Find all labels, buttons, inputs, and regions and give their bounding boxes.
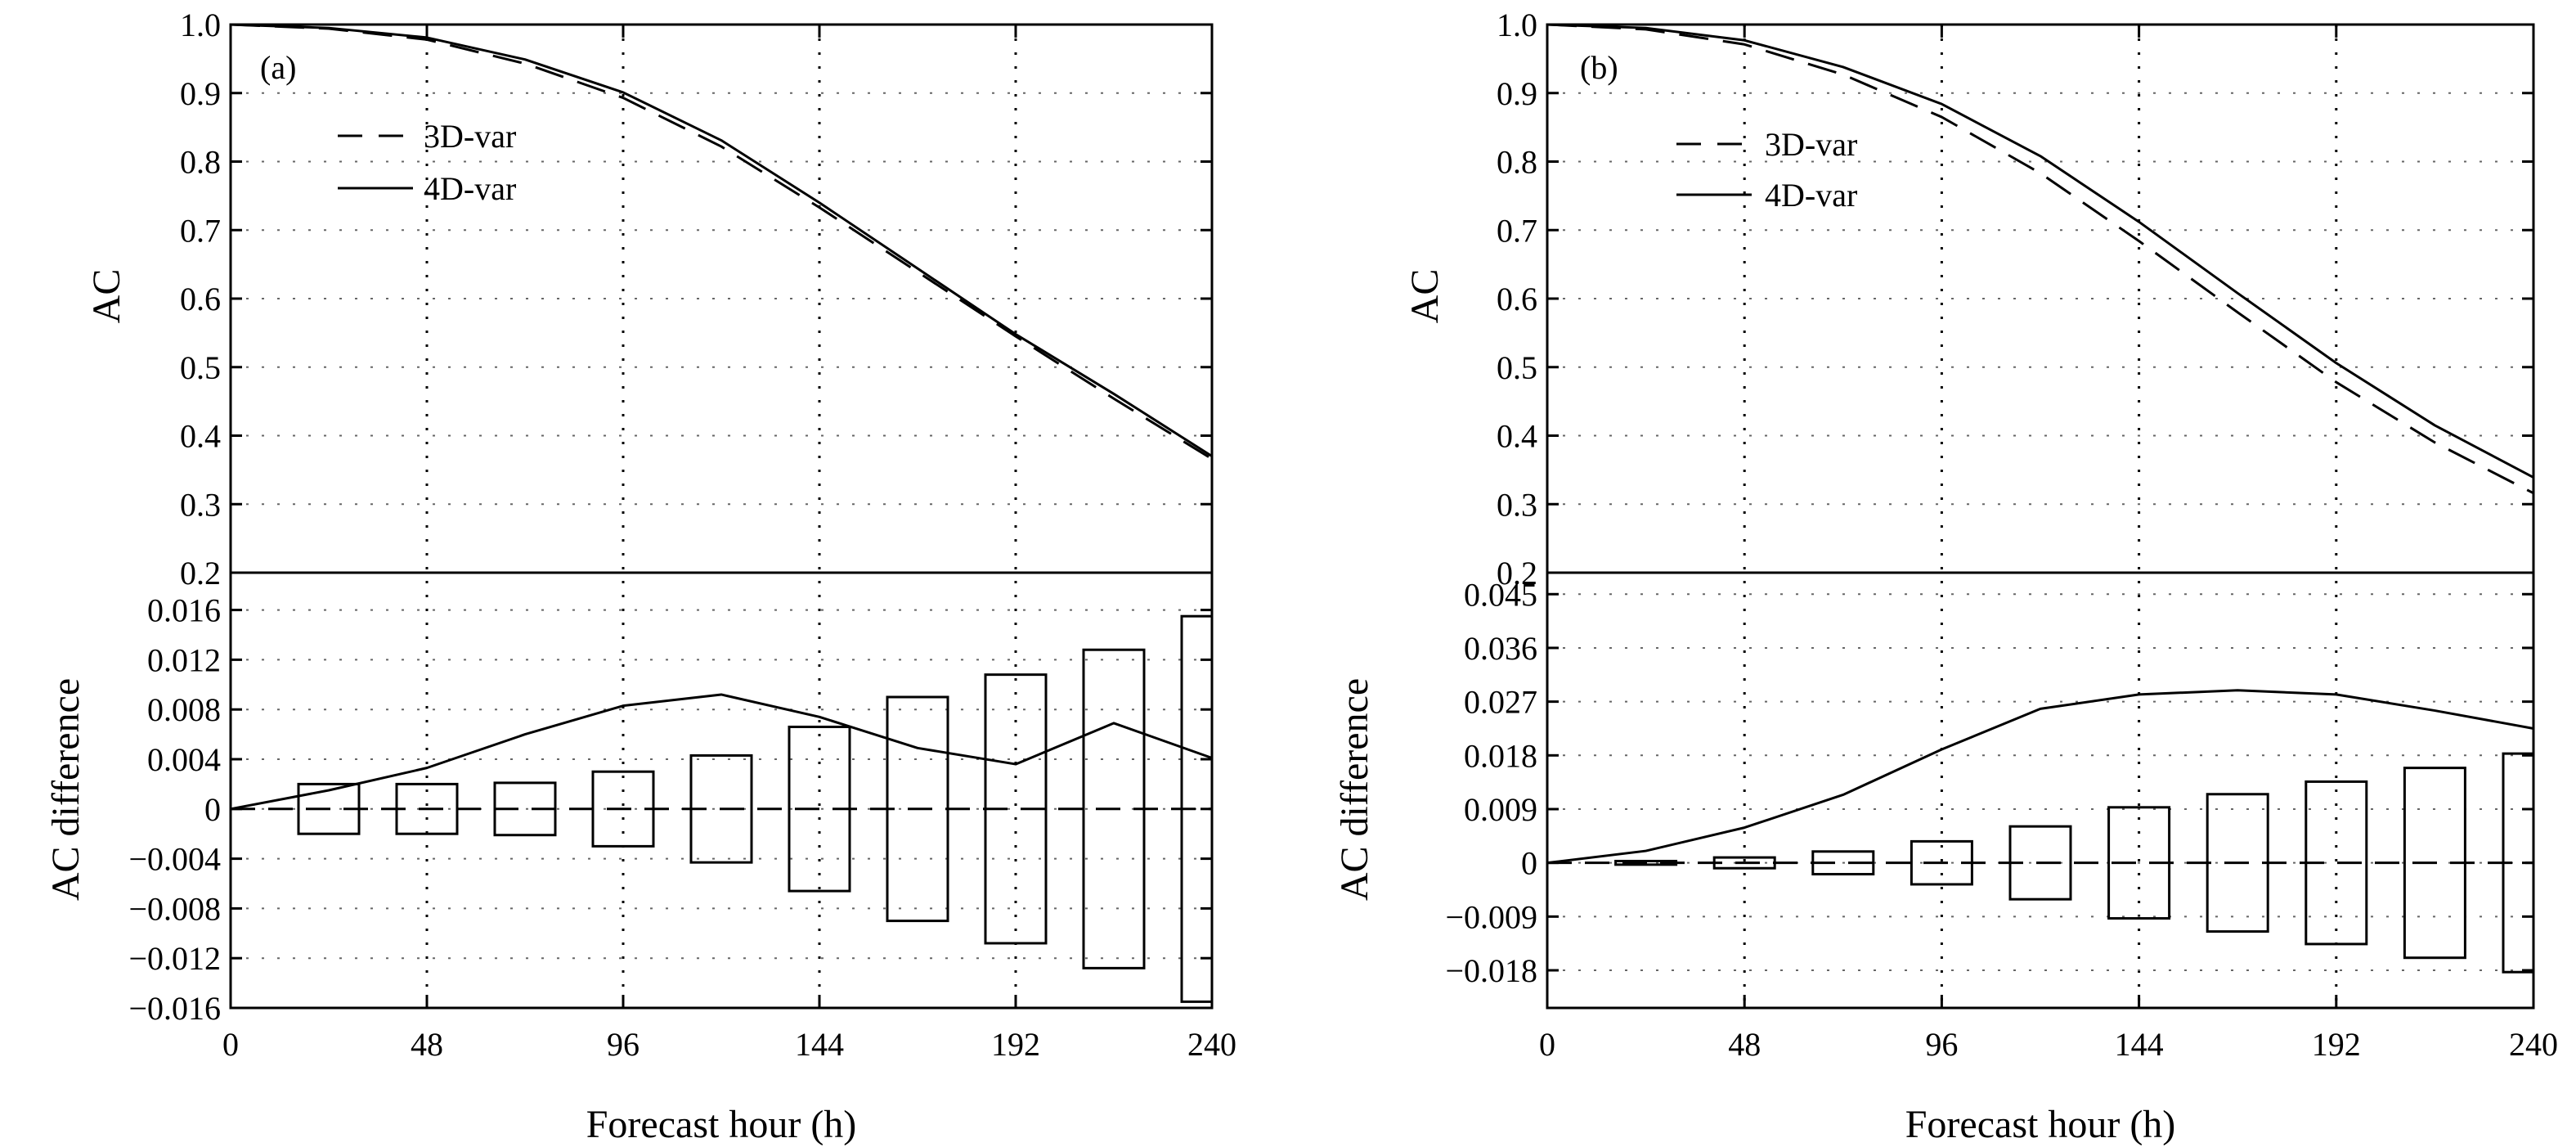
panel-a-label: (a): [260, 49, 296, 86]
panel-a-top-ytick-label-6: 0.8: [180, 144, 221, 181]
panel-a-bottom-ytick-label-4: 0: [204, 791, 221, 828]
panel-b-top-ytick-label-0: 0.2: [1497, 555, 1537, 591]
panel-a-series-4dvar-line: [230, 23, 1213, 457]
panel-b-series-4dvar-line: [1546, 23, 2534, 479]
panel-b-xlabel: Forecast hour (h): [1905, 1103, 2176, 1146]
panel-b-bottom-ytick-label-4: 0.018: [1464, 737, 1537, 774]
panel-b-bottom-ytick-label-2: 0: [1521, 845, 1537, 882]
panel-a-legend-4dvar-label: 4D-var: [424, 170, 516, 207]
panel-b-xtick-label-5: 240: [2509, 1026, 2558, 1063]
panel-b-frame: [1546, 23, 2535, 1010]
panel-a-xtick-label-0: 0: [222, 1026, 239, 1063]
panel-a-bottom-ytick-label-3: −0.004: [128, 841, 221, 878]
panel-a-top-ylabel: AC: [85, 269, 128, 324]
panel-b-lines: [1546, 23, 2534, 865]
panel-b: 0.2 0.3 0.4 0.5 0.6 0.7 0.8 0.9 1.0 −0.018 −0.009 0…: [1333, 7, 2558, 1146]
panel-b-top-ytick-label-4: 0.6: [1497, 281, 1537, 317]
panel-a-top-ytick-label-3: 0.5: [180, 349, 221, 386]
panel-b-xtick-label-1: 48: [1728, 1026, 1761, 1063]
panel-b-top-ytick-label-1: 0.3: [1497, 486, 1537, 523]
panel-b-plot-frame: [1546, 23, 2535, 1010]
panel-a-bottom-ytick-label-5: 0.004: [147, 741, 221, 778]
panel-b-legend: 3D-var 4D-var: [1676, 126, 1857, 214]
panel-a-difference-line: [230, 693, 1213, 811]
panel-a-legend: 3D-var 4D-var: [338, 118, 516, 207]
panel-b-bottom-ylabel: AC difference: [1333, 678, 1376, 901]
panel-a: 0.2 0.3 0.4 0.5 0.6 0.7 0.8 0.9 1.0 −0.016 −0.012 −…: [44, 7, 1236, 1146]
panel-a-legend-3dvar-label: 3D-var: [424, 118, 516, 155]
panel-a-frame: [229, 23, 1214, 1010]
panel-b-top-ytick-label-2: 0.4: [1497, 418, 1537, 455]
panel-a-top-ytick-label-1: 0.3: [180, 486, 221, 523]
panel-a-ticks: 0.2 0.3 0.4 0.5 0.6 0.7 0.8 0.9 1.0 −0.016 −0.012 −…: [128, 7, 1236, 1063]
panel-b-top-ytick-label-7: 0.9: [1497, 75, 1537, 112]
panel-a-xtick-label-3: 144: [795, 1026, 844, 1063]
panel-b-top-ylabel: AC: [1403, 269, 1447, 324]
panel-b-top-ytick-label-3: 0.5: [1497, 349, 1537, 386]
panel-b-legend-4dvar-label: 4D-var: [1765, 177, 1857, 214]
panel-a-series-3dvar-line: [230, 23, 1213, 461]
panel-a-xtick-label-5: 240: [1187, 1026, 1236, 1063]
panel-b-legend-3dvar-label: 3D-var: [1765, 126, 1857, 163]
panel-a-plot-frame: [229, 23, 1214, 1010]
panel-a-bottom-ytick-label-6: 0.008: [147, 691, 221, 728]
panel-b-bottom-ytick-label-6: 0.036: [1464, 630, 1537, 667]
panel-b-bottom-ytick-label-0: −0.018: [1445, 952, 1537, 989]
panel-a-bottom-ylabel: AC difference: [44, 678, 88, 901]
panel-a-bottom-ytick-label-2: −0.008: [128, 890, 221, 927]
panel-b-bottom-ytick-label-7: 0.045: [1464, 576, 1537, 613]
panel-a-bottom-ytick-label-7: 0.012: [147, 641, 221, 678]
panel-a-bottom-ytick-label-0: −0.016: [128, 990, 221, 1027]
panel-b-ticks: 0.2 0.3 0.4 0.5 0.6 0.7 0.8 0.9 1.0 −0.018 −0.009 0…: [1445, 7, 2558, 1063]
panel-b-xtick-label-2: 96: [1925, 1026, 1958, 1063]
panel-b-top-ytick-label-5: 0.7: [1497, 212, 1537, 249]
panel-b-label: (b): [1580, 49, 1618, 86]
panel-b-top-ytick-label-6: 0.8: [1497, 144, 1537, 181]
panel-a-xtick-label-1: 48: [411, 1026, 443, 1063]
panel-b-bottom-ytick-label-3: 0.009: [1464, 791, 1537, 828]
panel-b-bottom-ytick-label-1: −0.009: [1445, 898, 1537, 935]
panel-a-xlabel: Forecast hour (h): [586, 1103, 857, 1146]
panel-a-top-ytick-label-4: 0.6: [180, 281, 221, 317]
panel-b-top-ytick-label-8: 1.0: [1497, 7, 1537, 43]
panel-a-top-ytick-label-7: 0.9: [180, 75, 221, 112]
panel-b-xtick-label-4: 192: [2312, 1026, 2361, 1063]
panel-a-xtick-label-2: 96: [607, 1026, 640, 1063]
panel-a-bottom-ytick-label-8: 0.016: [147, 592, 221, 629]
panel-b-xtick-label-0: 0: [1539, 1026, 1555, 1063]
panel-b-xtick-label-3: 144: [2115, 1026, 2164, 1063]
panel-a-top-ytick-label-2: 0.4: [180, 418, 221, 455]
panel-a-top-ytick-label-8: 1.0: [180, 7, 221, 43]
panel-a-top-ytick-label-0: 0.2: [180, 555, 221, 591]
panel-b-difference-line: [1546, 689, 2534, 865]
panel-a-top-ytick-label-5: 0.7: [180, 212, 221, 249]
panel-a-bottom-ytick-label-1: −0.012: [128, 940, 221, 977]
panel-b-bottom-ytick-label-5: 0.027: [1464, 684, 1537, 721]
panel-a-xtick-label-4: 192: [991, 1026, 1040, 1063]
